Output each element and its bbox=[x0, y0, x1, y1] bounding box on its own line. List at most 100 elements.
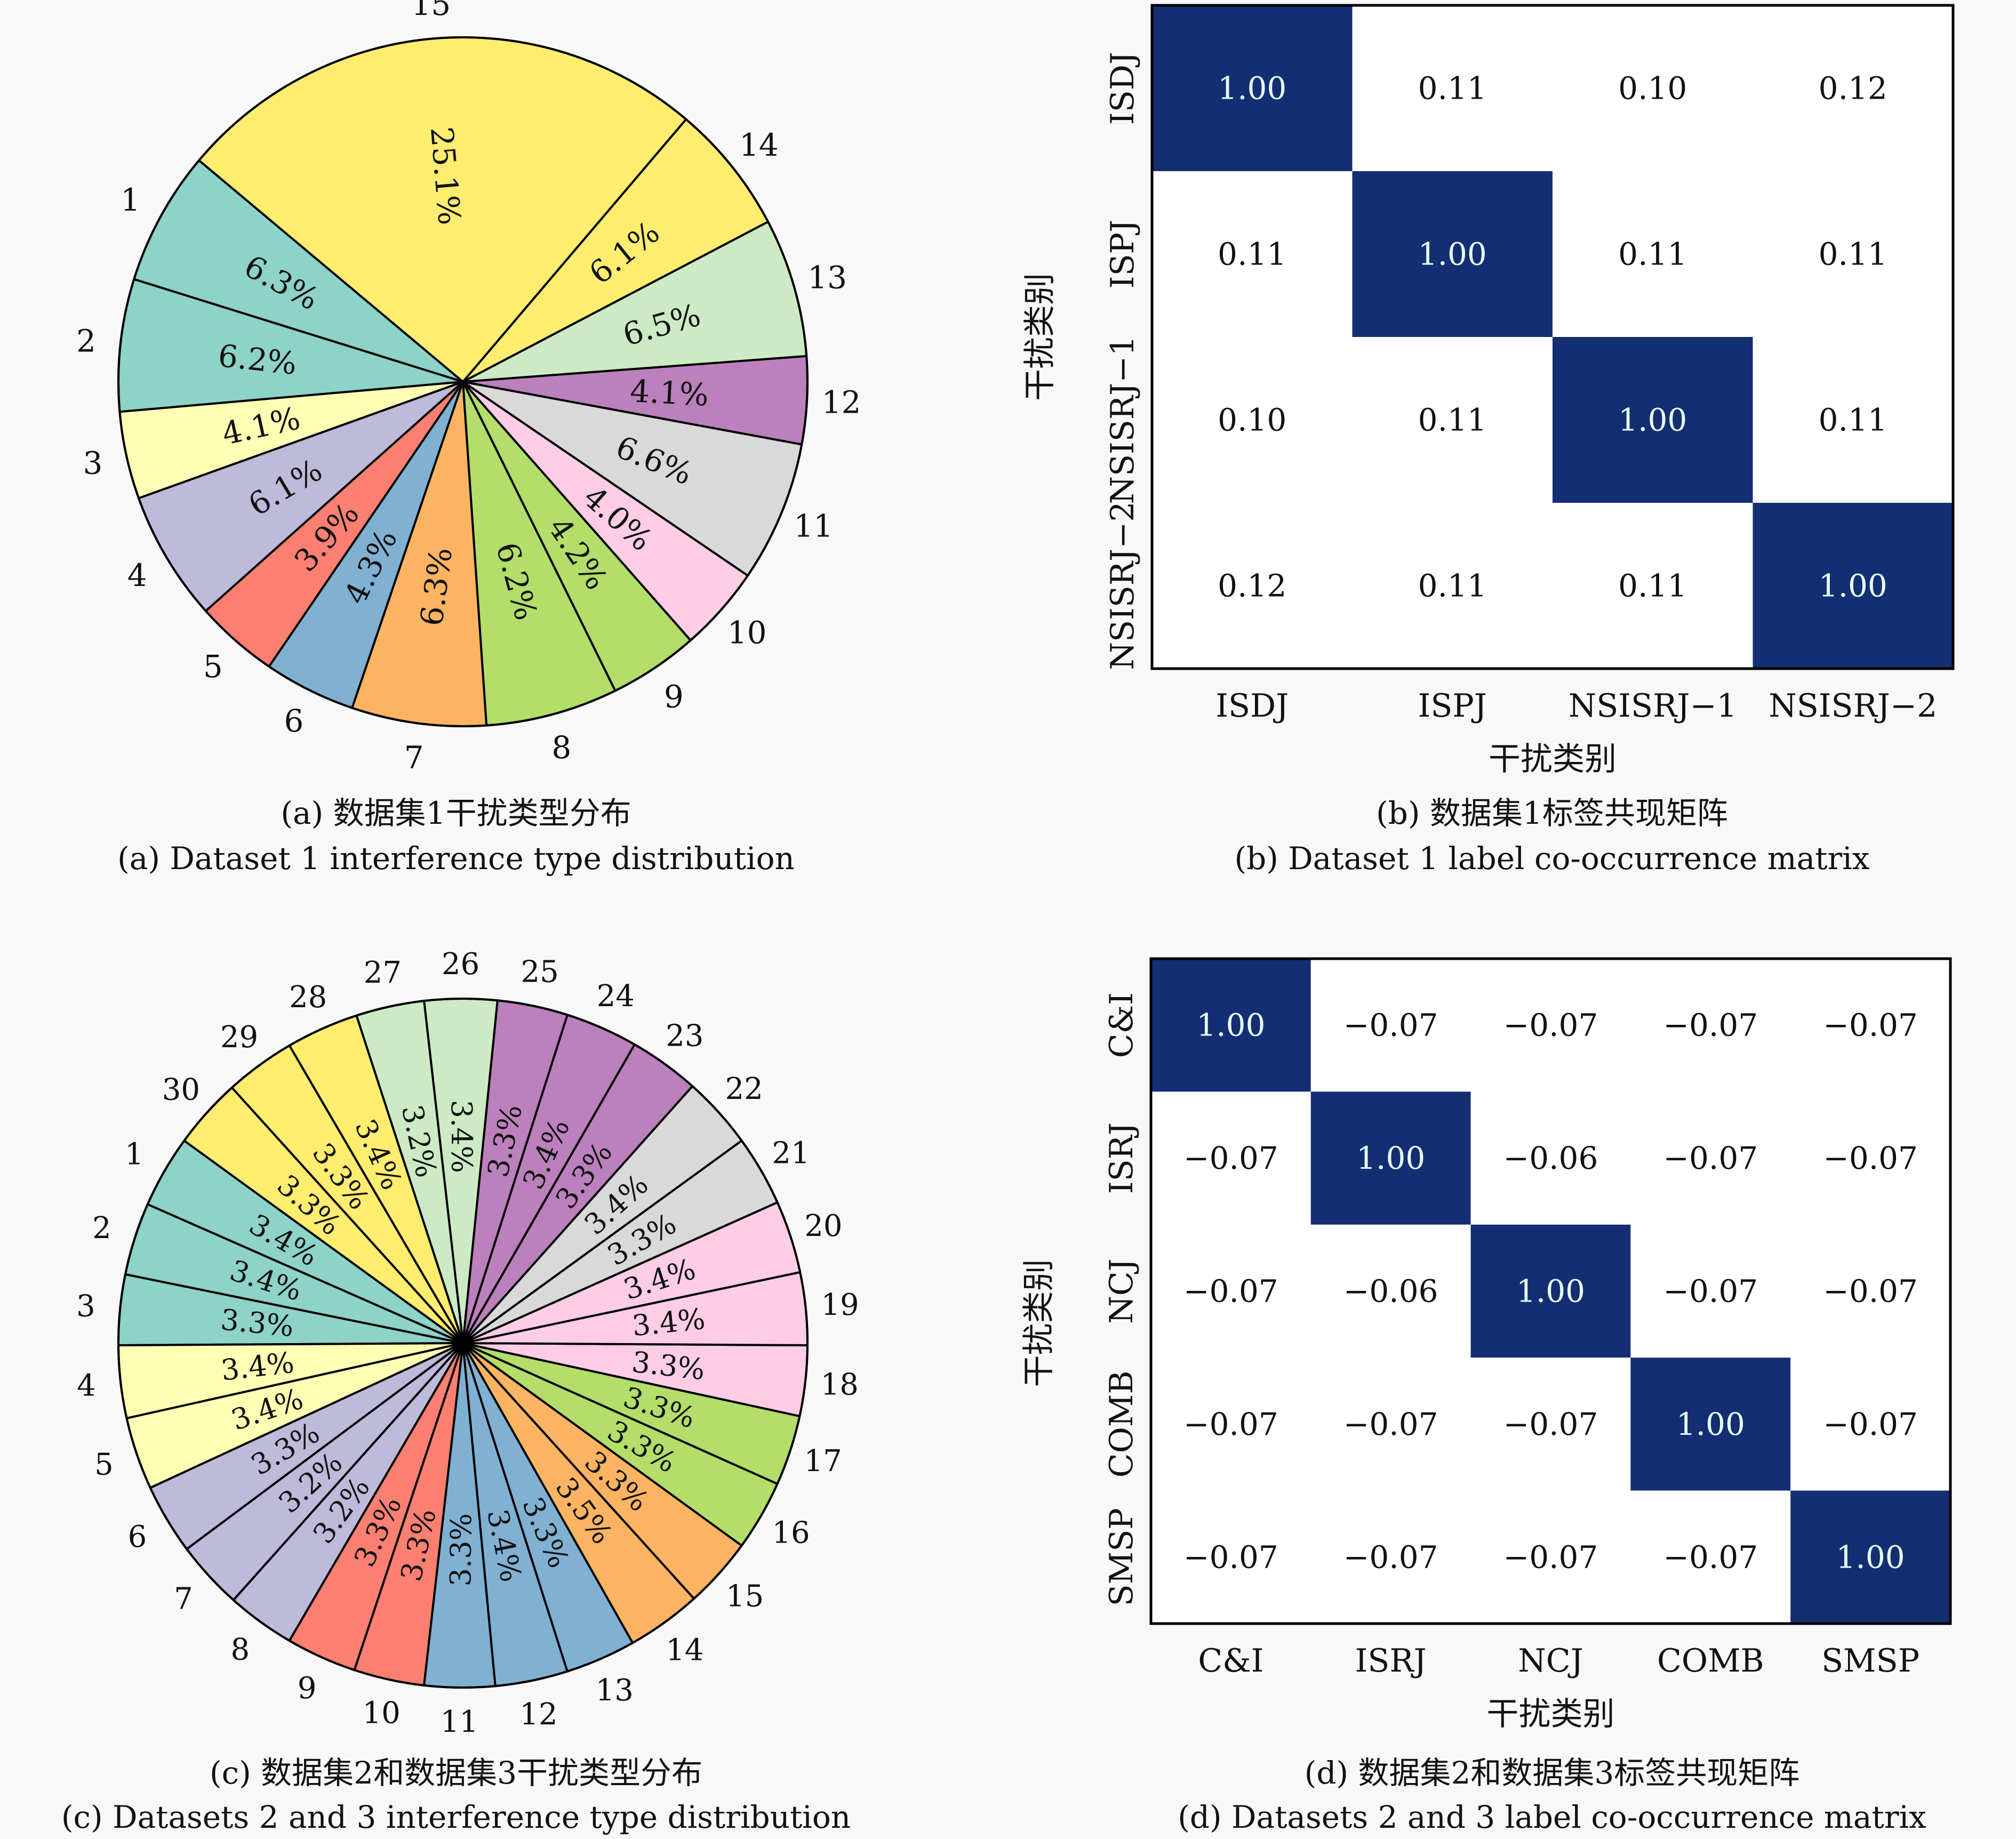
y-tick-label: NCJ bbox=[1103, 1258, 1140, 1323]
x-axis-label: 干扰类别 bbox=[1487, 1696, 1615, 1733]
heatmap-cell bbox=[1151, 1224, 1311, 1358]
pie-category-label: 4 bbox=[77, 1369, 96, 1403]
heatmap-cell bbox=[1151, 1358, 1311, 1491]
heatmap-cell bbox=[1152, 337, 1353, 503]
pie-category-label: 27 bbox=[364, 955, 402, 990]
heatmap-cell-value: 0.12 bbox=[1218, 568, 1286, 604]
y-tick-label: ISRJ bbox=[1103, 1122, 1140, 1194]
panel-a-pie-chart: 6.3%16.2%24.1%3 6.1%4 3.9%54.3%66.3%76.2%8… bbox=[76, 0, 861, 776]
heatmap-cell bbox=[1790, 1091, 1950, 1225]
y-axis-label: 干扰类别 bbox=[1020, 1259, 1058, 1387]
heatmap-cell bbox=[1470, 1358, 1631, 1491]
y-tick-label: ISDJ bbox=[1104, 52, 1141, 125]
heatmap-cell-value: −0.07 bbox=[1663, 1007, 1758, 1043]
pie-category-label: 24 bbox=[597, 979, 635, 1014]
x-tick-label: NSISRJ−1 bbox=[1569, 687, 1737, 725]
heatmap-cell bbox=[1310, 1091, 1471, 1225]
heatmap-cell-value: −0.07 bbox=[1823, 1273, 1918, 1310]
heatmap-cell bbox=[1151, 959, 1311, 1092]
pie-pct-label: 3.3% bbox=[630, 1345, 707, 1387]
heatmap-cell-value: 0.11 bbox=[1418, 568, 1487, 604]
heatmap-cell-value: 1.00 bbox=[1356, 1140, 1425, 1176]
heatmap-cell bbox=[1151, 1490, 1311, 1624]
heatmap-cell-value: −0.07 bbox=[1503, 1406, 1598, 1442]
heatmap-cell-value: 0.10 bbox=[1218, 402, 1286, 438]
pie-category-label: 19 bbox=[821, 1288, 859, 1322]
x-tick-label: C&I bbox=[1198, 1642, 1263, 1680]
heatmap-cell bbox=[1630, 1490, 1791, 1624]
pie-category-label: 12 bbox=[822, 384, 861, 420]
heatmap-cell-value: 1.00 bbox=[1418, 236, 1487, 272]
heatmap-cell-value: −0.07 bbox=[1183, 1140, 1278, 1176]
heatmap-cell bbox=[1790, 1358, 1950, 1491]
heatmap-cell bbox=[1753, 5, 1953, 171]
heatmap-cell bbox=[1790, 1490, 1950, 1624]
y-tick-label: NSISRJ−1 bbox=[1104, 335, 1141, 504]
pie-category-label: 3 bbox=[83, 445, 102, 481]
heatmap-cell bbox=[1753, 171, 1953, 337]
heatmap-cell-value: −0.07 bbox=[1663, 1140, 1758, 1176]
heatmap-cell bbox=[1310, 1490, 1471, 1624]
heatmap-cell bbox=[1553, 337, 1753, 503]
heatmap-cell bbox=[1310, 959, 1471, 1092]
pie-category-label: 9 bbox=[298, 1671, 317, 1706]
heatmap-cell-value: −0.07 bbox=[1183, 1539, 1278, 1575]
heatmap-cell-value: 1.00 bbox=[1836, 1539, 1905, 1575]
heatmap-cell-value: −0.06 bbox=[1503, 1140, 1598, 1176]
caption-b-cn: (b) 数据集1标签共现矩阵 bbox=[1376, 795, 1728, 831]
heatmap-cell bbox=[1310, 1358, 1471, 1491]
heatmap-cell bbox=[1470, 1224, 1631, 1358]
pie-category-label: 7 bbox=[174, 1581, 193, 1616]
heatmap-cell-value: −0.07 bbox=[1663, 1273, 1758, 1310]
heatmap-cell-value: −0.07 bbox=[1823, 1007, 1918, 1043]
heatmap-cell bbox=[1352, 5, 1553, 171]
pie-category-label: 3 bbox=[76, 1289, 95, 1323]
pie-category-label: 30 bbox=[162, 1073, 200, 1107]
pie-category-label: 8 bbox=[551, 729, 571, 766]
y-tick-label: C&I bbox=[1103, 992, 1140, 1058]
heatmap-cell bbox=[1790, 1224, 1950, 1358]
pie-category-label: 13 bbox=[807, 259, 847, 295]
heatmap-cell-value: 1.00 bbox=[1196, 1007, 1265, 1043]
heatmap-cell bbox=[1630, 959, 1791, 1092]
heatmap-cell-value: 0.11 bbox=[1418, 70, 1487, 107]
pie-pct-label: 3.3% bbox=[219, 1303, 295, 1343]
pie-pct-label: 3.4% bbox=[630, 1302, 707, 1343]
pie-category-label: 2 bbox=[76, 323, 96, 359]
y-tick-label: SMSP bbox=[1103, 1508, 1140, 1606]
pie-category-label: 8 bbox=[230, 1632, 250, 1667]
heatmap-cell-value: −0.07 bbox=[1343, 1539, 1438, 1575]
pie-category-label: 7 bbox=[404, 740, 424, 776]
pie-pct-label: 3.3% bbox=[444, 1513, 478, 1587]
caption-a-en: (a) Dataset 1 interference type distribu… bbox=[117, 840, 795, 877]
pie-category-label: 20 bbox=[804, 1209, 842, 1243]
heatmap-cell bbox=[1152, 171, 1353, 337]
heatmap-cell bbox=[1790, 959, 1950, 1092]
heatmap-cell-value: 1.00 bbox=[1618, 402, 1687, 438]
x-tick-label: ISRJ bbox=[1355, 1642, 1427, 1680]
pie-category-label: 5 bbox=[203, 648, 223, 685]
pie-pct-label: 4.1% bbox=[629, 373, 710, 413]
heatmap-cell bbox=[1470, 1091, 1631, 1225]
heatmap-cell-value: 1.00 bbox=[1516, 1273, 1585, 1310]
heatmap-cell-value: −0.06 bbox=[1343, 1273, 1438, 1310]
x-tick-label: NSISRJ−2 bbox=[1769, 687, 1937, 725]
heatmap-cell bbox=[1152, 5, 1353, 171]
heatmap-frame bbox=[1150, 4, 1955, 670]
x-tick-label: ISPJ bbox=[1418, 687, 1487, 725]
x-tick-label: SMSP bbox=[1821, 1642, 1919, 1680]
heatmap-cell-value: −0.07 bbox=[1183, 1273, 1278, 1310]
heatmap-cell bbox=[1553, 5, 1753, 171]
pie-category-label: 10 bbox=[727, 614, 767, 651]
pie-category-label: 11 bbox=[441, 1705, 478, 1739]
pie-category-label: 23 bbox=[666, 1018, 703, 1053]
pie-pct-label: 6.2% bbox=[217, 338, 299, 382]
heatmap-cell bbox=[1152, 503, 1353, 669]
caption-d-en: (d) Datasets 2 and 3 label co-occurrence… bbox=[1178, 1799, 1926, 1835]
pie-category-label: 1 bbox=[121, 182, 140, 218]
heatmap-cell bbox=[1470, 959, 1631, 1092]
heatmap-cell bbox=[1753, 337, 1953, 503]
pie-category-label: 22 bbox=[725, 1072, 763, 1106]
heatmap-frame bbox=[1149, 957, 1952, 1625]
